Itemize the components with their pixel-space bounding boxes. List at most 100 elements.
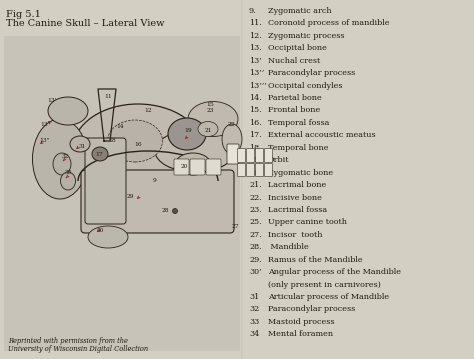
- Text: Parietal bone: Parietal bone: [268, 94, 322, 102]
- Text: 33: 33: [64, 171, 72, 176]
- Text: 13’’: 13’’: [249, 69, 264, 77]
- Text: 11.: 11.: [249, 19, 262, 27]
- Text: 23: 23: [206, 108, 214, 113]
- Text: 15: 15: [206, 102, 214, 107]
- Text: 34: 34: [249, 330, 259, 338]
- Text: 14: 14: [116, 125, 124, 130]
- FancyBboxPatch shape: [85, 138, 126, 224]
- Ellipse shape: [61, 172, 75, 190]
- Text: 29: 29: [126, 194, 134, 199]
- Text: 12: 12: [144, 108, 152, 113]
- Text: The Canine Skull – Lateral View: The Canine Skull – Lateral View: [6, 19, 164, 28]
- Ellipse shape: [222, 124, 242, 154]
- Text: 9: 9: [153, 178, 157, 183]
- Text: 19.: 19.: [249, 156, 262, 164]
- Text: Upper canine tooth: Upper canine tooth: [268, 218, 347, 227]
- Text: 27.: 27.: [249, 231, 262, 239]
- Text: 16.: 16.: [249, 119, 262, 127]
- Text: 15.: 15.: [249, 107, 262, 115]
- Text: 22.: 22.: [249, 194, 262, 201]
- Text: Ramus of the Mandible: Ramus of the Mandible: [268, 256, 363, 264]
- Text: Lacrimal bone: Lacrimal bone: [268, 181, 326, 189]
- Text: 21: 21: [204, 129, 212, 134]
- Text: Reprinted with permission from the: Reprinted with permission from the: [8, 337, 128, 345]
- FancyBboxPatch shape: [264, 149, 273, 163]
- Text: 27: 27: [231, 224, 239, 228]
- FancyBboxPatch shape: [237, 149, 246, 163]
- Text: 33: 33: [249, 318, 259, 326]
- Text: 17.: 17.: [249, 131, 262, 139]
- FancyBboxPatch shape: [190, 159, 205, 175]
- FancyBboxPatch shape: [255, 163, 264, 177]
- Text: Zygomatic arch: Zygomatic arch: [268, 7, 332, 15]
- Ellipse shape: [48, 97, 88, 125]
- Ellipse shape: [168, 118, 206, 150]
- Text: Orbit: Orbit: [268, 156, 290, 164]
- Text: Fig 5.1: Fig 5.1: [6, 10, 41, 19]
- Text: Temporal fossa: Temporal fossa: [268, 119, 329, 127]
- Text: Zygomatic process: Zygomatic process: [268, 32, 345, 40]
- Text: 30’: 30’: [249, 268, 262, 276]
- FancyBboxPatch shape: [174, 159, 189, 175]
- Text: Mastoid process: Mastoid process: [268, 318, 335, 326]
- FancyBboxPatch shape: [206, 159, 221, 175]
- FancyBboxPatch shape: [255, 149, 264, 163]
- Ellipse shape: [53, 153, 71, 175]
- FancyBboxPatch shape: [237, 163, 246, 177]
- Text: Angular process of the Mandible: Angular process of the Mandible: [268, 268, 401, 276]
- FancyBboxPatch shape: [227, 144, 239, 164]
- Ellipse shape: [88, 226, 128, 248]
- Text: 28: 28: [161, 209, 169, 214]
- Text: 20.: 20.: [249, 169, 262, 177]
- Text: Occipital condyles: Occipital condyles: [268, 81, 343, 90]
- Text: Incisive bone: Incisive bone: [268, 194, 322, 201]
- Text: 32: 32: [61, 154, 69, 159]
- Text: 20: 20: [180, 164, 188, 169]
- Text: Temporal bone: Temporal bone: [268, 144, 328, 152]
- Text: 22: 22: [227, 121, 235, 126]
- Text: 18: 18: [108, 139, 116, 144]
- Text: 16: 16: [134, 141, 142, 146]
- Text: 23.: 23.: [249, 206, 262, 214]
- Text: 18.: 18.: [249, 144, 262, 152]
- Text: Mental foramen: Mental foramen: [268, 330, 333, 338]
- Text: Paracondylar process: Paracondylar process: [268, 306, 355, 313]
- Text: 25.: 25.: [249, 218, 262, 227]
- Ellipse shape: [33, 119, 88, 199]
- Text: 11: 11: [104, 94, 112, 99]
- Text: 13’’’: 13’’’: [249, 81, 267, 90]
- Ellipse shape: [188, 102, 238, 136]
- Text: University of Wisconsin Digital Collection: University of Wisconsin Digital Collecti…: [8, 345, 148, 353]
- Text: Paracondylar process: Paracondylar process: [268, 69, 355, 77]
- Bar: [4, 36, 240, 351]
- Text: Incisor  tooth: Incisor tooth: [268, 231, 322, 239]
- Text: Nuchal crest: Nuchal crest: [268, 57, 320, 65]
- FancyBboxPatch shape: [246, 149, 255, 163]
- Text: 13: 13: [40, 121, 48, 126]
- Text: Coronoid process of mandible: Coronoid process of mandible: [268, 19, 390, 27]
- Text: 21.: 21.: [249, 181, 262, 189]
- Text: 13.: 13.: [249, 44, 262, 52]
- FancyBboxPatch shape: [81, 170, 234, 233]
- Text: Frontal bone: Frontal bone: [268, 107, 320, 115]
- Text: Occipital bone: Occipital bone: [268, 44, 327, 52]
- Text: 13’: 13’: [249, 57, 262, 65]
- Text: External accoustic meatus: External accoustic meatus: [268, 131, 375, 139]
- Text: 13": 13": [39, 139, 49, 144]
- Text: 28.: 28.: [249, 243, 262, 251]
- Text: 31: 31: [78, 144, 86, 149]
- Text: 13': 13': [47, 98, 56, 103]
- Ellipse shape: [198, 121, 218, 136]
- Ellipse shape: [92, 147, 108, 161]
- Text: 30: 30: [96, 228, 104, 233]
- Text: 19: 19: [184, 129, 192, 134]
- Ellipse shape: [70, 136, 90, 152]
- Text: Zygomatic bone: Zygomatic bone: [268, 169, 333, 177]
- Text: 9.: 9.: [249, 7, 256, 15]
- Text: 29.: 29.: [249, 256, 262, 264]
- Text: Articular process of Mandible: Articular process of Mandible: [268, 293, 389, 301]
- Text: 32: 32: [249, 306, 259, 313]
- FancyBboxPatch shape: [246, 163, 255, 177]
- FancyBboxPatch shape: [264, 163, 273, 177]
- Text: (only present in carnivores): (only present in carnivores): [268, 281, 381, 289]
